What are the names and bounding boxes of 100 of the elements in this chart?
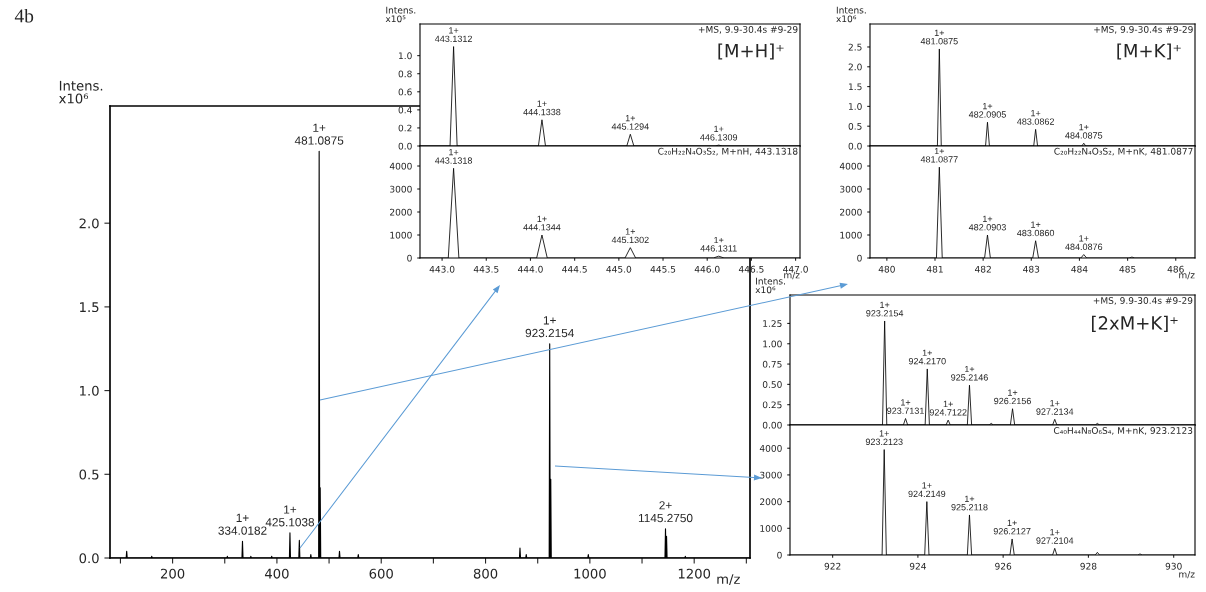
y-tick-label: 3000 (390, 185, 412, 193)
annotation: 1+ 444.1344 (523, 215, 561, 231)
y-tick-label: 2.5 (848, 43, 862, 51)
y-tick-label: 3000 (840, 185, 862, 193)
y-tick-label: 1.5 (80, 302, 99, 313)
x-tick-label: 1200 (678, 568, 711, 579)
y-tick-label: 0 (777, 551, 782, 559)
x-tick-label: 930 (1165, 562, 1182, 570)
y-tick-label: 1000 (840, 231, 862, 239)
annotation: 1+ 443.1318 (434, 149, 473, 164)
y-tick-label: 1.00 (763, 340, 782, 348)
annotation: C₄₀H₄₄N₈O₆S₄, M+nK, 923.2123 (1053, 427, 1193, 435)
annotation: 1+ 445.1294 (611, 114, 649, 130)
annotation: 1+ 926.2156 (994, 389, 1031, 405)
y-tick-label: 0.0 (848, 142, 862, 150)
x-tick-label: 485 (1119, 265, 1136, 273)
y-tick-label: 0.0 (398, 142, 412, 150)
y-tick-label: 1.0 (80, 385, 99, 396)
x-tick-label: 1000 (574, 568, 606, 579)
y-tick-label: 2.0 (79, 218, 99, 229)
y-tick-label: 0.75 (762, 360, 782, 368)
annotation: 1+ 924.2149 (908, 482, 946, 498)
y-axis-title: Intens. x10⁶ (59, 80, 103, 104)
y-tick-label: 3000 (760, 471, 782, 479)
y-tick-label: 0.4 (398, 106, 412, 114)
y-tick-label: 0.5 (848, 122, 862, 130)
x-tick-label: 480 (878, 265, 895, 273)
y-tick-label: 0.2 (398, 124, 412, 132)
annotation: [M+K]⁺ (1117, 43, 1181, 60)
annotation: [M+H]⁺ (718, 43, 784, 60)
annotation: 1+ 483.0862 (1017, 110, 1055, 125)
x-tick-label: 924 (909, 562, 926, 570)
y-tick-label: 0.0 (79, 553, 99, 564)
y-tick-label: 0.8 (398, 70, 412, 78)
x-tick-label: 482 (974, 265, 991, 273)
y-tick-label: 2.0 (848, 63, 862, 71)
annotation: 1+ 445.1302 (611, 228, 649, 244)
y-tick-label: 1.0 (399, 52, 412, 60)
y-tick-label: 0.00 (762, 421, 782, 429)
x-tick-label: 800 (473, 568, 498, 579)
annotation: 1+ 924.7122 (929, 400, 967, 416)
x-tick-label: 926 (995, 562, 1012, 570)
annotation: 1+ 481.0875 (294, 123, 344, 145)
annotation: +MS, 9.9-30.4s #9-29 (1094, 25, 1193, 34)
y-tick-label: 1.25 (763, 320, 782, 327)
annotation: 1+ 923.7131 (887, 399, 924, 414)
x-tick-label: 486 (1167, 265, 1184, 273)
text: 4b (14, 8, 34, 23)
y-axis-title: Intens. x10⁵ (385, 6, 416, 23)
y-tick-label: 0.6 (398, 88, 412, 96)
y-tick-label: 0.50 (762, 381, 782, 388)
y-tick-label: 4000 (759, 444, 782, 452)
x-tick-label: 447.0 (783, 265, 808, 273)
annotation: +MS, 9.9-30.4s #9-29 (1093, 297, 1193, 305)
annotation: 1+ 923.2123 (865, 430, 903, 445)
y-tick-label: 1000 (760, 525, 782, 532)
annotation: 1+ 482.0903 (968, 215, 1006, 231)
annotation: 1+ 924.2170 (908, 349, 946, 365)
y-tick-label: 2000 (760, 498, 782, 506)
annotation: [2xM+K]⁺ (1092, 315, 1178, 332)
annotation: 1+ 926.2127 (993, 519, 1031, 535)
x-tick-label: 928 (1080, 562, 1097, 570)
annotation: +MS, 9.9-30.4s #9-29 (698, 25, 798, 34)
y-tick-label: 2000 (390, 208, 412, 216)
x-tick-label: 445.0 (606, 265, 632, 273)
annotation: 1+ 334.0182 (218, 513, 267, 535)
annotation: 1+ 927.2104 (1036, 529, 1074, 544)
annotation: 1+ 483.0860 (1017, 221, 1055, 237)
y-tick-label: 1.0 (849, 103, 862, 110)
annotation: 1+ 927.2134 (1036, 400, 1074, 415)
annotation: 1+ 481.0877 (920, 147, 958, 163)
annotation: 1+ 425.1038 (265, 505, 315, 527)
x-tick-label: 446.0 (694, 265, 720, 273)
x-tick-label: 481 (926, 265, 943, 273)
x-tick-label: 443.5 (473, 265, 499, 273)
x-axis-title: m/z (784, 271, 800, 280)
x-axis-title: m/z (1179, 271, 1195, 280)
x-tick-label: 445.5 (650, 265, 676, 273)
x-tick-label: 600 (369, 568, 393, 579)
x-tick-label: 443.0 (429, 265, 455, 273)
annotation: 1+ 925.2146 (951, 365, 988, 381)
y-tick-label: 4000 (839, 162, 862, 170)
annotation: 1+ 923.2154 (525, 316, 574, 338)
annotation: 1+ 443.1312 (434, 27, 472, 43)
x-tick-label: 444.5 (562, 265, 587, 273)
x-axis-title: m/z (717, 574, 740, 586)
x-axis-title: m/z (1179, 570, 1195, 579)
x-tick-label: 484 (1071, 265, 1088, 273)
annotation: 1+ 444.1338 (523, 100, 561, 116)
annotation: 1+ 484.0875 (1065, 123, 1103, 139)
annotation: C₂₀H₂₂N₄O₃S₂, M+nK, 481.0877 (1054, 147, 1193, 156)
annotation: 1+ 446.1309 (700, 125, 738, 141)
annotation: C₂₀H₂₂N₄O₃S₂, M+nH, 443.1318 (658, 147, 798, 156)
y-axis-title: Intens. x10⁶ (755, 277, 785, 294)
annotation: 1+ 482.0905 (968, 102, 1006, 118)
x-tick-label: 400 (264, 568, 289, 579)
x-tick-label: 483 (1023, 265, 1040, 273)
x-tick-label: 444.0 (517, 265, 543, 273)
y-tick-label: 0.5 (79, 469, 99, 480)
y-tick-label: 1000 (390, 231, 412, 239)
